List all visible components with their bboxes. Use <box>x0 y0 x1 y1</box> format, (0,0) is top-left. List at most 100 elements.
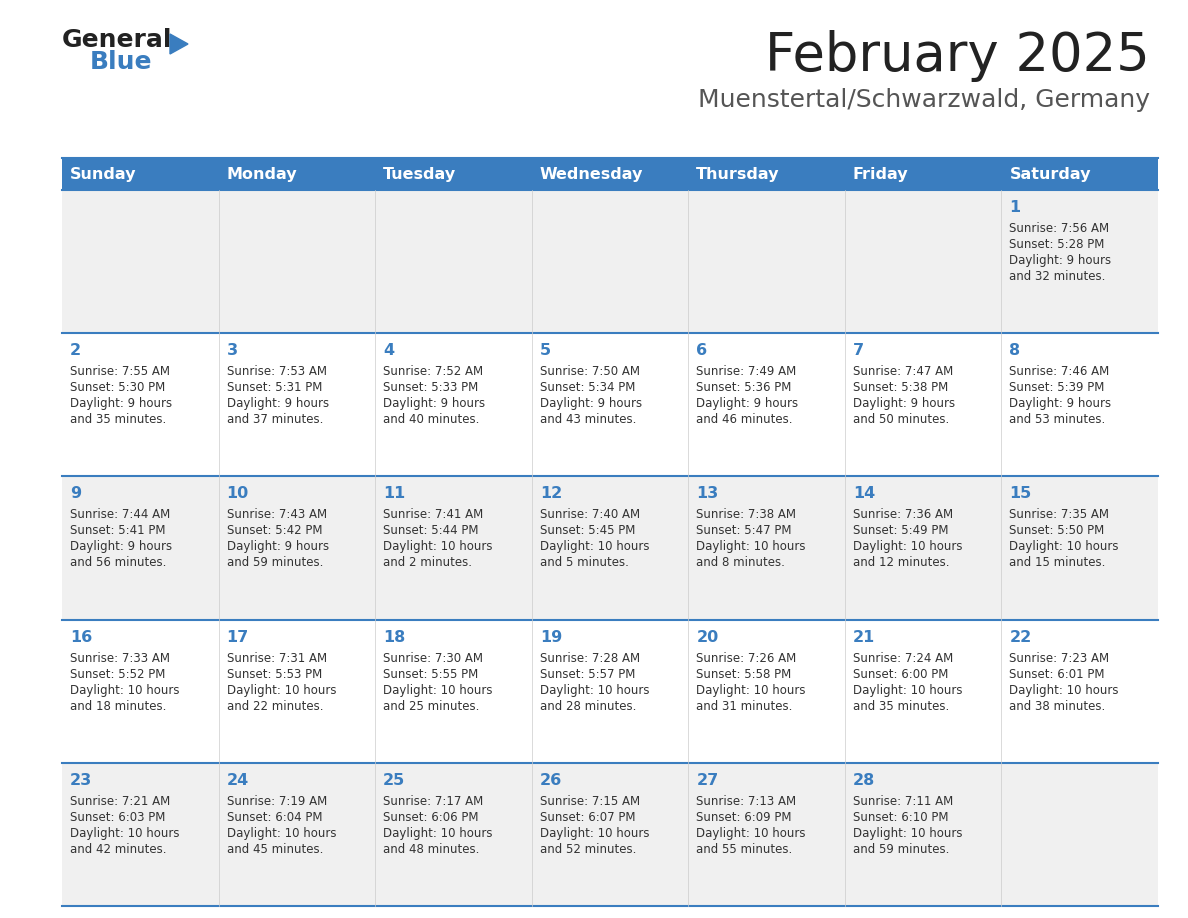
Text: 13: 13 <box>696 487 719 501</box>
Text: Daylight: 10 hours: Daylight: 10 hours <box>1010 684 1119 697</box>
Text: Sunset: 6:03 PM: Sunset: 6:03 PM <box>70 811 165 823</box>
Text: February 2025: February 2025 <box>765 30 1150 82</box>
Text: 1: 1 <box>1010 200 1020 215</box>
Text: Sunrise: 7:24 AM: Sunrise: 7:24 AM <box>853 652 953 665</box>
Text: Tuesday: Tuesday <box>384 166 456 182</box>
Text: Sunrise: 7:13 AM: Sunrise: 7:13 AM <box>696 795 796 808</box>
Text: Sunset: 5:45 PM: Sunset: 5:45 PM <box>539 524 636 537</box>
Text: and 59 minutes.: and 59 minutes. <box>227 556 323 569</box>
Text: Thursday: Thursday <box>696 166 779 182</box>
Text: Friday: Friday <box>853 166 909 182</box>
Text: Saturday: Saturday <box>1010 166 1091 182</box>
Text: Sunrise: 7:52 AM: Sunrise: 7:52 AM <box>384 365 484 378</box>
Text: Sunrise: 7:35 AM: Sunrise: 7:35 AM <box>1010 509 1110 521</box>
Text: 3: 3 <box>227 343 238 358</box>
Text: 5: 5 <box>539 343 551 358</box>
Text: Sunset: 5:30 PM: Sunset: 5:30 PM <box>70 381 165 394</box>
Text: Daylight: 10 hours: Daylight: 10 hours <box>384 684 493 697</box>
Text: and 50 minutes.: and 50 minutes. <box>853 413 949 426</box>
Text: Blue: Blue <box>90 50 152 74</box>
Text: and 32 minutes.: and 32 minutes. <box>1010 270 1106 283</box>
Text: 16: 16 <box>70 630 93 644</box>
Text: and 8 minutes.: and 8 minutes. <box>696 556 785 569</box>
Text: and 56 minutes.: and 56 minutes. <box>70 556 166 569</box>
Text: Daylight: 10 hours: Daylight: 10 hours <box>70 827 179 840</box>
Text: Sunrise: 7:28 AM: Sunrise: 7:28 AM <box>539 652 640 665</box>
Text: and 40 minutes.: and 40 minutes. <box>384 413 480 426</box>
Text: 4: 4 <box>384 343 394 358</box>
Polygon shape <box>170 34 188 54</box>
Text: and 53 minutes.: and 53 minutes. <box>1010 413 1106 426</box>
Bar <box>62 158 1158 190</box>
Text: 11: 11 <box>384 487 405 501</box>
Text: Daylight: 9 hours: Daylight: 9 hours <box>227 397 329 410</box>
Text: Sunrise: 7:26 AM: Sunrise: 7:26 AM <box>696 652 796 665</box>
Text: Sunset: 5:38 PM: Sunset: 5:38 PM <box>853 381 948 394</box>
Text: and 35 minutes.: and 35 minutes. <box>853 700 949 712</box>
Text: Daylight: 9 hours: Daylight: 9 hours <box>853 397 955 410</box>
Text: Sunrise: 7:38 AM: Sunrise: 7:38 AM <box>696 509 796 521</box>
Text: Sunset: 5:49 PM: Sunset: 5:49 PM <box>853 524 948 537</box>
Text: and 45 minutes.: and 45 minutes. <box>227 843 323 856</box>
Text: 25: 25 <box>384 773 405 788</box>
Text: Daylight: 10 hours: Daylight: 10 hours <box>853 541 962 554</box>
Text: Daylight: 9 hours: Daylight: 9 hours <box>227 541 329 554</box>
Text: Sunday: Sunday <box>70 166 137 182</box>
Text: Daylight: 10 hours: Daylight: 10 hours <box>227 827 336 840</box>
Bar <box>62 333 1158 476</box>
Text: and 42 minutes.: and 42 minutes. <box>70 843 166 856</box>
Text: and 31 minutes.: and 31 minutes. <box>696 700 792 712</box>
Text: Sunset: 5:47 PM: Sunset: 5:47 PM <box>696 524 791 537</box>
Text: Sunrise: 7:44 AM: Sunrise: 7:44 AM <box>70 509 170 521</box>
Text: Sunrise: 7:50 AM: Sunrise: 7:50 AM <box>539 365 639 378</box>
Bar <box>62 763 1158 906</box>
Text: 8: 8 <box>1010 343 1020 358</box>
Text: and 18 minutes.: and 18 minutes. <box>70 700 166 712</box>
Text: Sunset: 5:58 PM: Sunset: 5:58 PM <box>696 667 791 680</box>
Text: Daylight: 9 hours: Daylight: 9 hours <box>1010 254 1112 267</box>
Text: 26: 26 <box>539 773 562 788</box>
Text: and 35 minutes.: and 35 minutes. <box>70 413 166 426</box>
Text: and 37 minutes.: and 37 minutes. <box>227 413 323 426</box>
Text: and 28 minutes.: and 28 minutes. <box>539 700 636 712</box>
Text: Sunset: 5:34 PM: Sunset: 5:34 PM <box>539 381 636 394</box>
Text: Sunset: 6:04 PM: Sunset: 6:04 PM <box>227 811 322 823</box>
Text: Daylight: 10 hours: Daylight: 10 hours <box>853 684 962 697</box>
Bar <box>62 190 1158 333</box>
Text: Sunset: 5:28 PM: Sunset: 5:28 PM <box>1010 238 1105 251</box>
Text: Sunset: 5:55 PM: Sunset: 5:55 PM <box>384 667 479 680</box>
Text: Wednesday: Wednesday <box>539 166 643 182</box>
Text: and 5 minutes.: and 5 minutes. <box>539 556 628 569</box>
Text: Sunset: 5:44 PM: Sunset: 5:44 PM <box>384 524 479 537</box>
Text: Sunrise: 7:53 AM: Sunrise: 7:53 AM <box>227 365 327 378</box>
Text: 23: 23 <box>70 773 93 788</box>
Text: Sunset: 6:07 PM: Sunset: 6:07 PM <box>539 811 636 823</box>
Text: Daylight: 10 hours: Daylight: 10 hours <box>539 541 649 554</box>
Text: 6: 6 <box>696 343 707 358</box>
Text: Daylight: 10 hours: Daylight: 10 hours <box>70 684 179 697</box>
Text: 22: 22 <box>1010 630 1031 644</box>
Text: Sunset: 6:09 PM: Sunset: 6:09 PM <box>696 811 791 823</box>
Text: Daylight: 10 hours: Daylight: 10 hours <box>227 684 336 697</box>
Text: Daylight: 10 hours: Daylight: 10 hours <box>384 541 493 554</box>
Text: 7: 7 <box>853 343 864 358</box>
Text: Sunrise: 7:49 AM: Sunrise: 7:49 AM <box>696 365 796 378</box>
Text: Sunrise: 7:43 AM: Sunrise: 7:43 AM <box>227 509 327 521</box>
Text: and 55 minutes.: and 55 minutes. <box>696 843 792 856</box>
Text: Sunrise: 7:47 AM: Sunrise: 7:47 AM <box>853 365 953 378</box>
Text: and 59 minutes.: and 59 minutes. <box>853 843 949 856</box>
Text: Muenstertal/Schwarzwald, Germany: Muenstertal/Schwarzwald, Germany <box>699 88 1150 112</box>
Text: Sunset: 5:39 PM: Sunset: 5:39 PM <box>1010 381 1105 394</box>
Text: Sunset: 5:42 PM: Sunset: 5:42 PM <box>227 524 322 537</box>
Text: 19: 19 <box>539 630 562 644</box>
Text: Daylight: 9 hours: Daylight: 9 hours <box>70 397 172 410</box>
Text: Sunrise: 7:30 AM: Sunrise: 7:30 AM <box>384 652 484 665</box>
Text: Sunset: 6:10 PM: Sunset: 6:10 PM <box>853 811 948 823</box>
Text: 2: 2 <box>70 343 81 358</box>
Text: Sunrise: 7:15 AM: Sunrise: 7:15 AM <box>539 795 640 808</box>
Text: Sunrise: 7:41 AM: Sunrise: 7:41 AM <box>384 509 484 521</box>
Text: 17: 17 <box>227 630 248 644</box>
Text: Sunset: 5:31 PM: Sunset: 5:31 PM <box>227 381 322 394</box>
Text: Sunrise: 7:36 AM: Sunrise: 7:36 AM <box>853 509 953 521</box>
Text: 20: 20 <box>696 630 719 644</box>
